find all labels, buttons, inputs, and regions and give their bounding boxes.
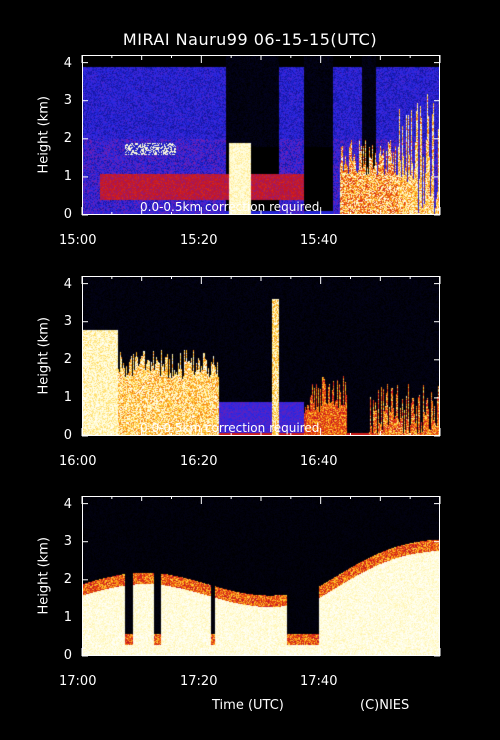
x-tick-label: 17:20 [180, 674, 218, 689]
panel-2: Height (km) 0 1 2 3 4 16:00 16:20 16:40 … [0, 276, 500, 491]
backscatter-heatmap-1 [82, 55, 440, 215]
y-tick-label: 3 [63, 534, 72, 549]
y-tick-label: 2 [63, 572, 72, 587]
y-tick-label: 3 [63, 93, 72, 108]
y-tick-label: 2 [63, 131, 72, 146]
backscatter-heatmap-2 [82, 276, 440, 436]
panel-3: Height (km) 0 1 2 3 4 17:00 17:20 17:40 [0, 496, 500, 711]
y-tick-label: 0 [63, 648, 72, 663]
y-tick-label: 1 [63, 390, 72, 405]
x-tick-label: 16:00 [59, 454, 97, 469]
x-tick-label: 17:40 [300, 674, 338, 689]
y-tick-label: 4 [63, 56, 72, 71]
y-tick-label: 3 [63, 314, 72, 329]
y-tick-label: 0 [63, 207, 72, 222]
y-tick-label: 1 [63, 610, 72, 625]
x-tick-label: 17:00 [59, 674, 97, 689]
y-tick-label: 4 [63, 277, 72, 292]
x-tick-label: 15:40 [300, 233, 338, 248]
correction-note-2: 0.0-0.5km correction required [140, 421, 320, 435]
y-tick-label: 2 [63, 352, 72, 367]
credit-label: (C)NIES [360, 698, 410, 713]
x-axis-label: Time (UTC) [212, 698, 284, 713]
y-tick-label: 1 [63, 169, 72, 184]
x-tick-label: 16:20 [180, 454, 218, 469]
x-tick-label: 15:20 [180, 233, 218, 248]
backscatter-heatmap-3 [82, 496, 440, 656]
figure-title: MIRAI Nauru99 06-15-15(UTC) [122, 30, 378, 49]
x-tick-label: 15:00 [59, 233, 97, 248]
x-tick-label: 16:40 [300, 454, 338, 469]
y-tick-label: 4 [63, 497, 72, 512]
panel-1: Height (km) 0 1 2 3 4 15:00 15:20 15:40 … [0, 55, 500, 270]
correction-note-1: 0.0-0.5km correction required [140, 200, 320, 214]
y-tick-label: 0 [63, 428, 72, 443]
